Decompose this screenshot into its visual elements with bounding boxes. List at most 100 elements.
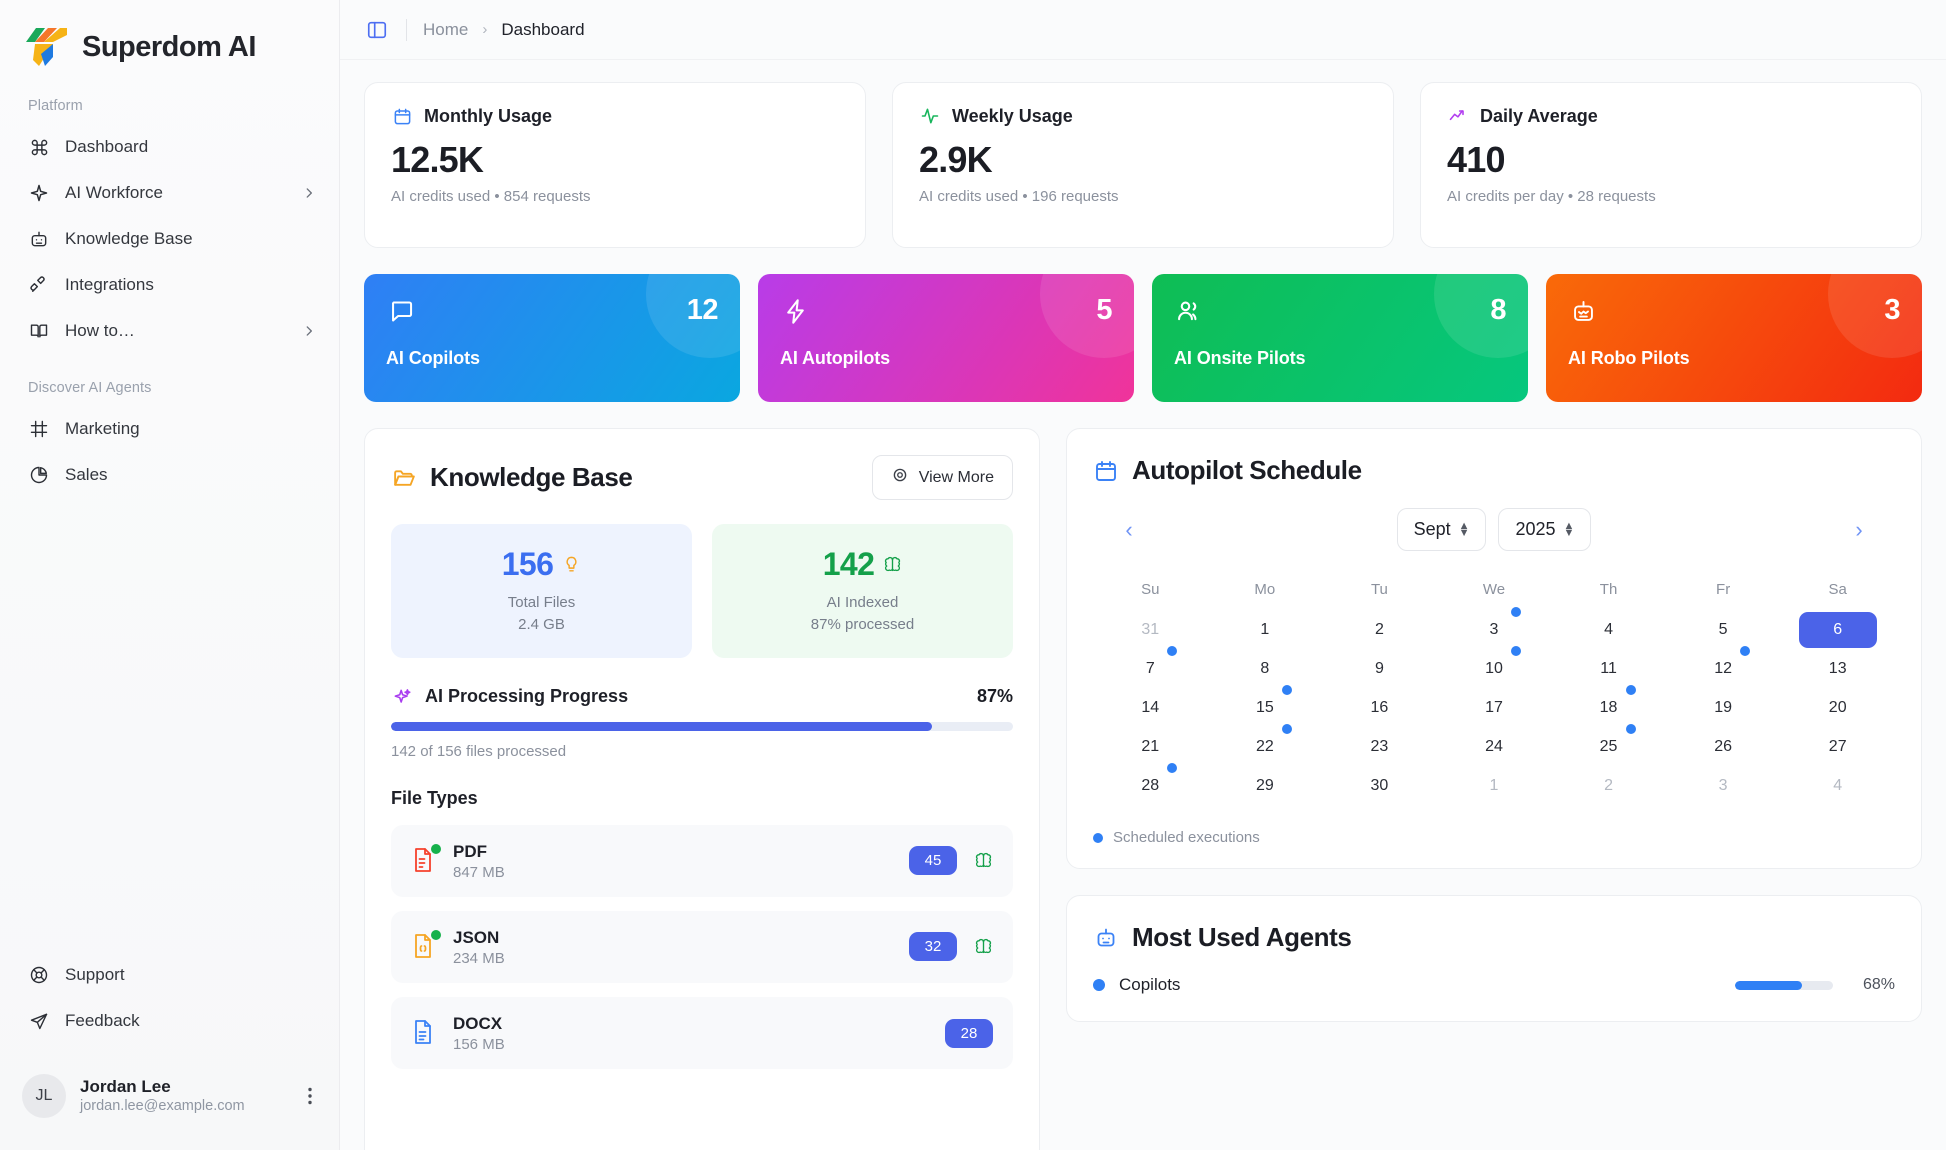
tile-ai-autopilots[interactable]: 5 AI Autopilots [758,274,1134,402]
nav-section-label-platform: Platform [28,98,83,114]
calendar-month-select[interactable]: Sept ▲ ▼ [1396,508,1487,551]
sidebar-item-label: AI Workforce [65,183,163,202]
calendar-day-4[interactable]: 4 [1780,766,1895,805]
calendar-day-number: 21 [1141,737,1160,755]
calendar-day-2[interactable]: 2 [1551,766,1666,805]
file-type-count-badge: 28 [945,1018,993,1048]
user-email: jordan.lee@example.com [80,1098,245,1115]
calendar-day-24[interactable]: 24 [1437,727,1552,766]
calendar-dow-mo: Mo [1254,581,1276,598]
calendar-year-select[interactable]: 2025 ▲ ▼ [1498,508,1592,551]
calendar-day-11[interactable]: 11 [1551,649,1666,688]
panel-toggle-icon[interactable] [364,17,390,43]
calendar-day-number: 30 [1370,776,1389,794]
users-icon [1174,296,1204,326]
sidebar-item-feedback[interactable]: Feedback [0,998,339,1044]
calendar-day-number: 11 [1600,659,1617,677]
kebab-menu-icon[interactable] [301,1087,319,1105]
tile-ai-copilots[interactable]: 12 AI Copilots [364,274,740,402]
calendar-day-3[interactable]: 3 [1666,766,1781,805]
calendar-day-23[interactable]: 23 [1322,727,1437,766]
calendar-day-16[interactable]: 16 [1322,688,1437,727]
calendar-day-number: 15 [1255,698,1274,716]
calendar-day-25[interactable]: 25 [1551,724,1666,766]
sidebar-item-how-to[interactable]: How to… [0,308,339,354]
calendar-day-30[interactable]: 30 [1322,766,1437,805]
calendar-day-22[interactable]: 22 [1208,724,1323,766]
calendar-day-26[interactable]: 26 [1666,727,1781,766]
calendar-day-2[interactable]: 2 [1322,610,1437,649]
calendar-day-12[interactable]: 12 [1666,646,1781,688]
sidebar-item-ai-workforce[interactable]: AI Workforce [0,170,339,216]
calendar-day-29[interactable]: 29 [1208,766,1323,805]
file-type-size: 847 MB [453,863,505,881]
calendar-day-28[interactable]: 28 [1093,763,1208,805]
sidebar-item-knowledge-base[interactable]: Knowledge Base [0,216,339,262]
sidebar-item-marketing[interactable]: Marketing [0,406,339,452]
file-pdf-icon [411,843,441,876]
file-type-row-pdf[interactable]: PDF 847 MB 45 [391,824,1013,897]
calendar-day-1[interactable]: 1 [1437,766,1552,805]
chevron-right-icon [301,185,317,201]
calendar-day-8[interactable]: 8 [1208,649,1323,688]
calendar-day-27[interactable]: 27 [1780,727,1895,766]
tile-label: AI Autopilots [780,348,891,368]
ai-processing-progress-fill [391,721,933,731]
ai-processing-progress-bar [391,721,1013,731]
calendar-day-number: 6 [1833,620,1843,638]
brain-icon [973,851,993,871]
calendar-day-9[interactable]: 9 [1322,649,1437,688]
calendar-day-31[interactable]: 31 [1093,610,1208,649]
calendar-day-number: 26 [1714,737,1733,755]
calendar-prev-button[interactable]: ‹ [1125,516,1133,542]
calendar-day-13[interactable]: 13 [1780,649,1895,688]
calendar-day-17[interactable]: 17 [1437,688,1552,727]
view-more-button[interactable]: View More [871,455,1013,500]
send-icon [28,1010,50,1032]
tile-header: 3 [1568,296,1900,326]
sidebar-item-integrations[interactable]: Integrations [0,262,339,308]
calendar-day-21[interactable]: 21 [1093,727,1208,766]
chevron-right-icon [301,323,317,339]
calendar-next-button[interactable]: › [1855,516,1863,542]
file-type-row-docx[interactable]: DOCX 156 MB 28 [391,997,1013,1070]
calendar-day-1[interactable]: 1 [1208,610,1323,649]
agent-name: Copilots [1119,975,1181,994]
calendar-day-5[interactable]: 5 [1666,610,1781,649]
calendar-week-row: 14 15 16 17 18 19 20 [1093,685,1895,727]
scheduled-execution-dot [1167,763,1178,773]
sparkle-icon [391,686,413,708]
calendar-day-number: 20 [1828,698,1847,716]
calendar-day-4[interactable]: 4 [1551,610,1666,649]
calendar-day-10[interactable]: 10 [1437,646,1552,688]
user-profile[interactable]: JL Jordan Lee jordan.lee@example.com [0,1058,339,1136]
calendar-week-row: 28 29 30 1 2 3 4 [1093,763,1895,805]
calendar-day-3[interactable]: 3 [1437,607,1552,649]
brand[interactable]: Superdom AI [0,0,339,72]
calendar-day-14[interactable]: 14 [1093,688,1208,727]
tile-header: 5 [780,296,1112,326]
user-name: Jordan Lee [80,1076,171,1096]
calendar-day-number: 28 [1141,776,1160,794]
file-type-row-json[interactable]: JSON 234 MB 32 [391,910,1013,983]
calendar-day-7[interactable]: 7 [1093,646,1208,688]
calendar-dow-th: Th [1599,581,1618,598]
calendar-day-6[interactable]: 6 [1780,610,1895,649]
calendar-day-number: 12 [1714,659,1733,677]
tile-ai-robo-pilots[interactable]: 3 AI Robo Pilots [1546,274,1922,402]
breadcrumb-home[interactable]: Home [423,19,469,39]
sidebar-item-sales[interactable]: Sales [0,452,339,498]
calendar-day-20[interactable]: 20 [1780,688,1895,727]
calendar-day-number: 2 [1374,620,1384,638]
calendar-day-15[interactable]: 15 [1208,685,1323,727]
calendar-day-18[interactable]: 18 [1551,685,1666,727]
sidebar-item-support[interactable]: Support [0,952,339,998]
chevron-updown-icon: ▲ ▼ [1458,519,1470,539]
sidebar-item-dashboard[interactable]: Dashboard [0,124,339,170]
kb-stat-ai-indexed: 142 AI Indexed 87% processed [712,524,1013,658]
tile-ai-onsite-pilots[interactable]: 8 AI Onsite Pilots [1152,274,1528,402]
sidebar-item-label: Feedback [65,1011,140,1030]
calendar-day-19[interactable]: 19 [1666,688,1781,727]
calendar-week-row: 7 8 9 10 11 12 13 [1093,646,1895,688]
knowledge-base-stats: 156 Total Files 2.4 GB [391,524,1013,658]
